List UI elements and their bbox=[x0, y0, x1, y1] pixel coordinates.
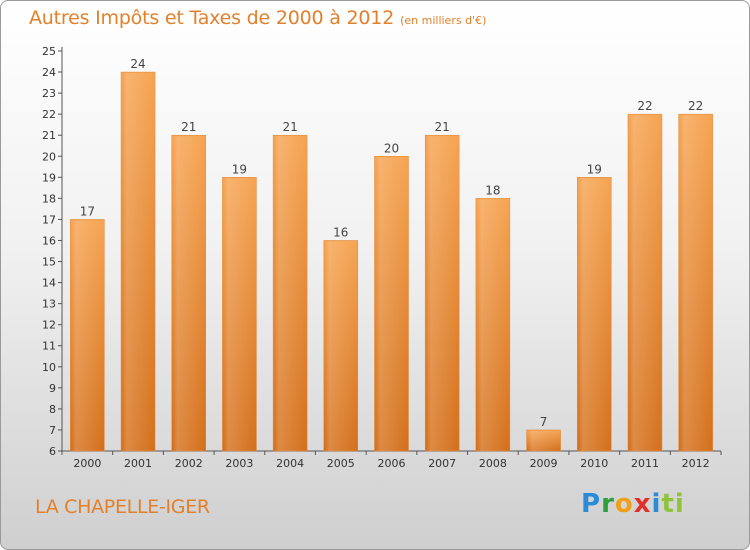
bar-highlight bbox=[172, 136, 205, 452]
data-label: 24 bbox=[130, 57, 145, 71]
x-tick-label: 2009 bbox=[530, 457, 558, 470]
logo-letter: o bbox=[614, 489, 634, 519]
logo-letter: r bbox=[601, 489, 615, 519]
x-tick-label: 2008 bbox=[479, 457, 507, 470]
data-label: 21 bbox=[435, 120, 450, 134]
y-tick-label: 10 bbox=[42, 361, 56, 374]
data-label: 16 bbox=[333, 225, 348, 239]
y-tick-label: 9 bbox=[49, 382, 56, 395]
chart-title-unit: (en milliers d'€) bbox=[400, 14, 487, 27]
y-tick-label: 14 bbox=[42, 277, 56, 290]
data-label: 20 bbox=[384, 141, 399, 155]
x-tick-label: 2004 bbox=[276, 457, 304, 470]
data-label: 22 bbox=[688, 99, 703, 113]
data-label: 21 bbox=[181, 120, 196, 134]
y-tick-label: 13 bbox=[42, 298, 56, 311]
data-label: 18 bbox=[485, 183, 500, 197]
x-tick-label: 2002 bbox=[175, 457, 203, 470]
y-tick-label: 12 bbox=[42, 319, 56, 332]
bar-highlight bbox=[527, 430, 560, 451]
y-tick-label: 21 bbox=[42, 129, 56, 142]
y-tick-label: 15 bbox=[42, 256, 56, 269]
data-label: 19 bbox=[232, 162, 247, 176]
y-tick-label: 23 bbox=[42, 87, 56, 100]
bar-highlight bbox=[578, 178, 611, 451]
y-tick-label: 20 bbox=[42, 150, 56, 163]
y-tick-label: 25 bbox=[42, 45, 56, 58]
bar-highlight bbox=[375, 157, 408, 451]
bar-highlight bbox=[426, 136, 459, 452]
y-tick-label: 8 bbox=[49, 403, 56, 416]
data-label: 7 bbox=[540, 415, 548, 429]
data-label: 22 bbox=[637, 99, 652, 113]
y-tick-label: 6 bbox=[49, 445, 56, 458]
bar-highlight bbox=[628, 115, 661, 451]
data-label: 17 bbox=[80, 204, 95, 218]
chart-title: Autres Impôts et Taxes de 2000 à 2012 (en… bbox=[29, 7, 486, 29]
bar-highlight bbox=[274, 136, 307, 452]
bar-highlight bbox=[324, 241, 357, 451]
x-tick-label: 2007 bbox=[428, 457, 456, 470]
logo-letter: x bbox=[633, 489, 652, 519]
x-tick-label: 2006 bbox=[378, 457, 406, 470]
bar-highlight bbox=[122, 73, 155, 451]
y-tick-label: 24 bbox=[42, 66, 56, 79]
x-tick-label: 2000 bbox=[73, 457, 101, 470]
y-tick-label: 19 bbox=[42, 171, 56, 184]
logo-letter: ti bbox=[661, 489, 685, 519]
y-tick-label: 11 bbox=[42, 340, 56, 353]
y-tick-label: 7 bbox=[49, 424, 56, 437]
x-tick-label: 2001 bbox=[124, 457, 152, 470]
data-label: 21 bbox=[282, 120, 297, 134]
data-label: 19 bbox=[587, 162, 602, 176]
logo-letter: P bbox=[581, 489, 602, 519]
x-tick-label: 2012 bbox=[682, 457, 710, 470]
bar-highlight bbox=[679, 115, 712, 451]
y-tick-label: 22 bbox=[42, 108, 56, 121]
x-tick-label: 2011 bbox=[631, 457, 659, 470]
proxiti-logo: Proxiti bbox=[581, 489, 685, 519]
y-tick-label: 16 bbox=[42, 234, 56, 247]
bar-highlight bbox=[223, 178, 256, 451]
logo-letter: i bbox=[651, 489, 662, 519]
bars bbox=[70, 71, 713, 452]
chart-title-main: Autres Impôts et Taxes de 2000 à 2012 bbox=[29, 7, 395, 29]
x-tick-label: 2010 bbox=[580, 457, 608, 470]
y-tick-label: 17 bbox=[42, 213, 56, 226]
commune-name: LA CHAPELLE-IGER bbox=[35, 496, 210, 518]
x-tick-label: 2005 bbox=[327, 457, 355, 470]
x-tick-label: 2003 bbox=[225, 457, 253, 470]
value-labels: 17 24 21 19 21 16 20 21 18 7 19 22 22 bbox=[80, 57, 704, 429]
bar-highlight bbox=[476, 199, 509, 451]
bar-highlight bbox=[71, 220, 104, 451]
y-tick-label: 18 bbox=[42, 192, 56, 205]
